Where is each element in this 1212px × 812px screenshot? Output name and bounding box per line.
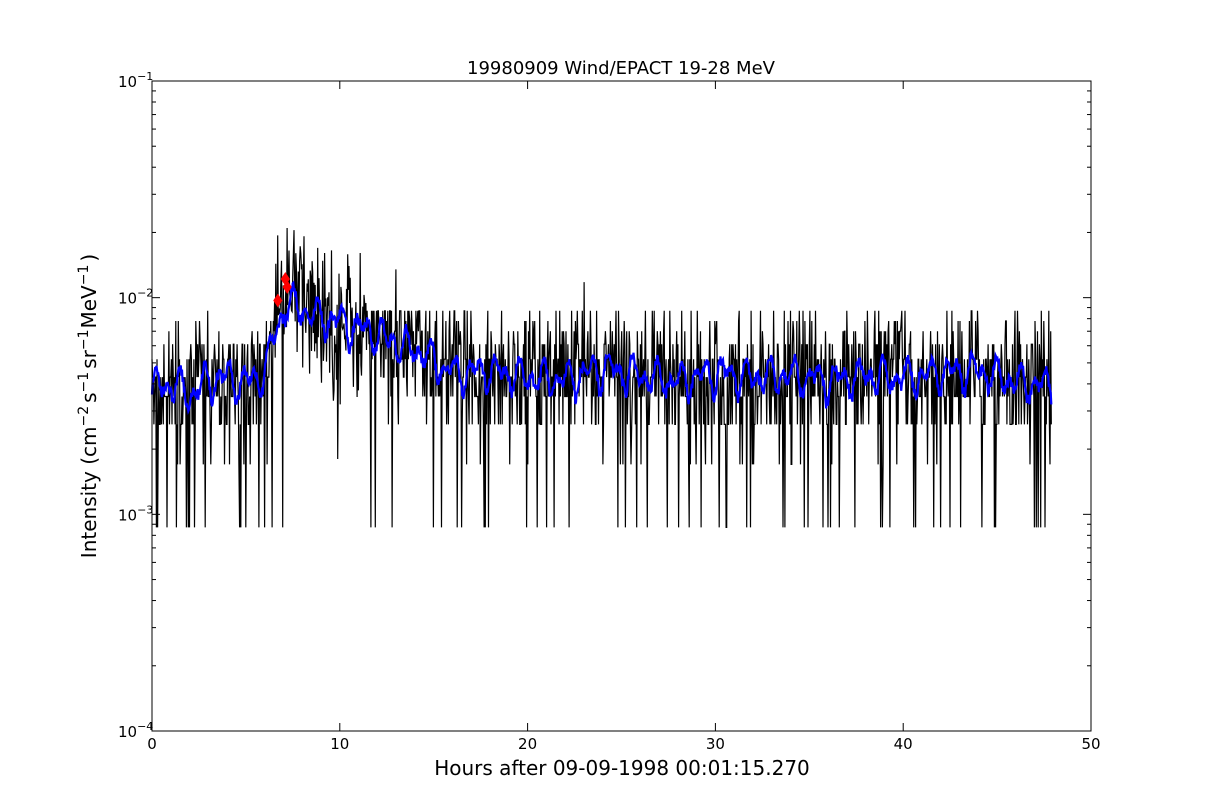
y-label-mid2: sr [77, 349, 101, 368]
x-tick-label: 40 [894, 735, 913, 753]
x-tick-label: 20 [518, 735, 537, 753]
marker-layer [273, 272, 292, 308]
y-tick-base: 10 [118, 723, 137, 741]
y-tick-base: 10 [118, 506, 137, 524]
y-tick-exp: −3 [137, 503, 153, 516]
x-tick-label: 30 [706, 735, 725, 753]
series-layer [150, 227, 1053, 528]
data-point-marker [282, 280, 292, 294]
plot-frame [151, 80, 1092, 732]
series-line-raw [151, 227, 1052, 528]
data-point-marker [273, 293, 283, 308]
y-label-mid1: s [77, 392, 101, 402]
x-tick-label: 50 [1081, 735, 1100, 753]
y-label-prefix: Intensity (cm [77, 427, 101, 559]
y-tick-labels: 10−410−310−210−1 [118, 70, 153, 741]
chart-title: 19980909 Wind/EPACT 19-28 MeV [467, 58, 776, 79]
x-tick-labels: 0 10 20 30 40 50 [147, 735, 1100, 753]
y-label-suffix: ) [77, 254, 101, 262]
x-axis-label: Hours after 09-09-1998 00:01:15.270 [434, 756, 810, 780]
y-axis-label: Intensity (cm−2s−1sr−1MeV−1) [76, 254, 101, 558]
y-label-mid3: MeV [77, 285, 101, 329]
y-tick-exp: −4 [137, 720, 153, 733]
y-tick-base: 10 [118, 290, 137, 308]
y-tick-label: 10−2 [118, 287, 153, 308]
y-label-sup2: −1 [76, 372, 92, 393]
y-label-sup3: −1 [76, 330, 92, 351]
y-tick-label: 10−1 [118, 70, 153, 91]
y-label-sup4: −1 [76, 265, 92, 286]
y-tick-exp: −1 [137, 70, 153, 83]
y-tick-base: 10 [118, 73, 137, 91]
y-tick-label: 10−4 [118, 720, 153, 741]
x-tick-label: 10 [330, 735, 349, 753]
tick-layer [151, 80, 1092, 732]
y-label-sup1: −2 [76, 406, 92, 427]
x-tick-label: 0 [147, 735, 157, 753]
series-line-smoothed [150, 280, 1053, 416]
y-tick-exp: −2 [137, 287, 153, 300]
y-tick-label: 10−3 [118, 503, 153, 524]
